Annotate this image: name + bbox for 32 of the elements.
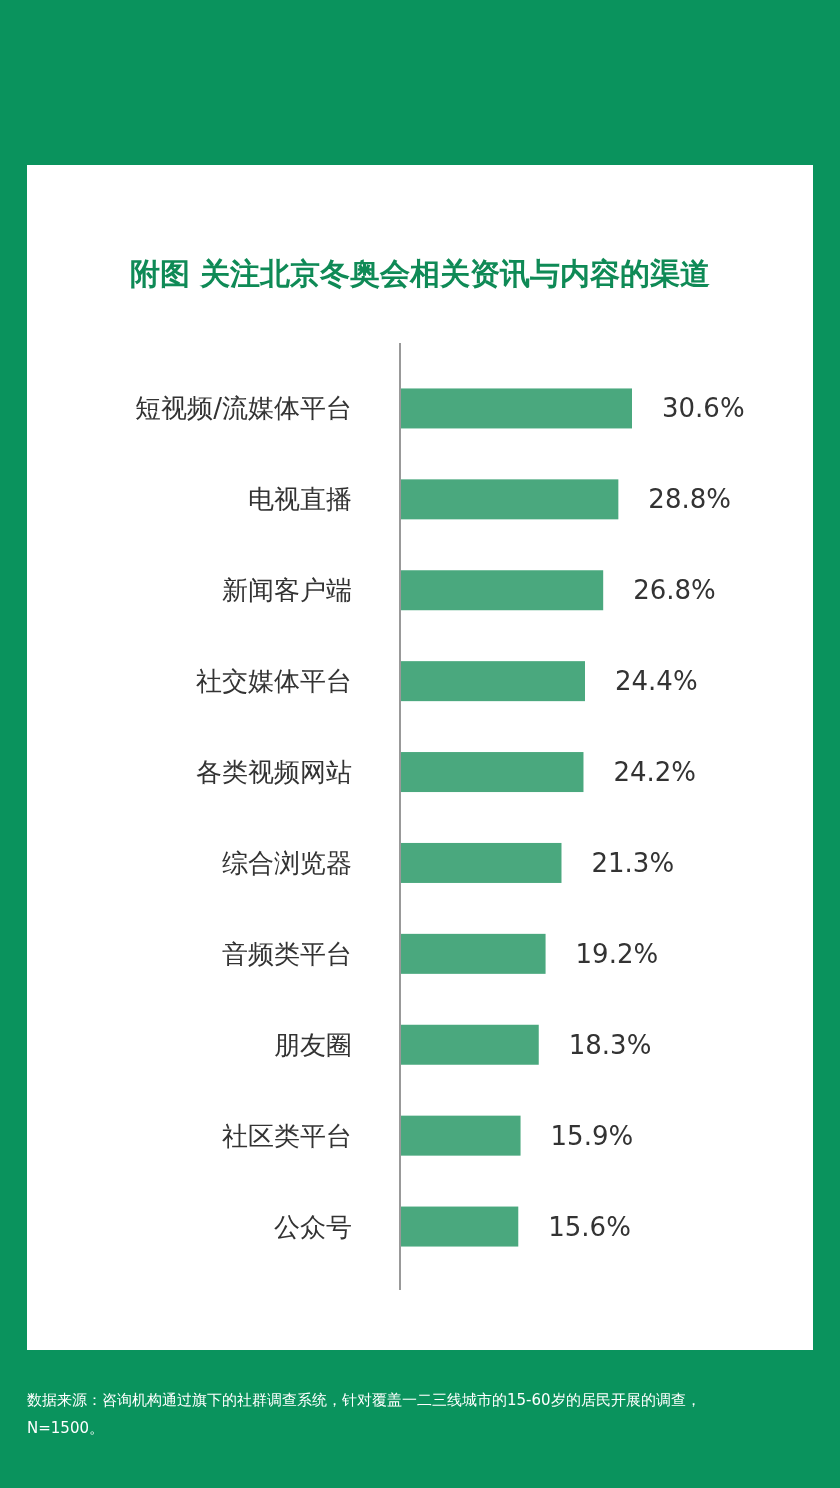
bar xyxy=(400,1024,539,1065)
data-label: 28.8% xyxy=(648,484,731,515)
data-label: 15.9% xyxy=(550,1120,634,1151)
bar xyxy=(400,933,546,974)
bar xyxy=(400,1206,519,1247)
y-tick-label: 新闻客户端 xyxy=(222,575,352,606)
bar xyxy=(400,479,619,520)
y-tick-label: 综合浏览器 xyxy=(222,847,352,878)
bar xyxy=(400,1115,521,1156)
data-label: 24.4% xyxy=(614,666,698,697)
data-label: 26.8% xyxy=(633,575,716,606)
y-tick-label: 音频类平台 xyxy=(222,938,352,969)
y-tick-label: 朋友圈 xyxy=(274,1029,352,1060)
data-label: 24.2% xyxy=(613,757,697,788)
y-tick-label: 公众号 xyxy=(274,1211,352,1242)
data-label: 18.3% xyxy=(568,1029,652,1060)
data-label: 19.2% xyxy=(575,938,659,969)
source-note: 数据来源：咨询机构通过旗下的社群调查系统，针对覆盖一二三线城市的15-60岁的居民开展的调查，N=1500。 xyxy=(27,1391,701,1437)
y-tick-label: 社交媒体平台 xyxy=(196,666,352,697)
bar xyxy=(400,570,604,611)
data-label: 30.6% xyxy=(662,393,745,424)
bar xyxy=(400,388,632,429)
bar xyxy=(400,752,584,793)
bar xyxy=(400,842,562,883)
y-tick-label: 社区类平台 xyxy=(222,1120,352,1151)
y-tick-label: 电视直播 xyxy=(248,484,352,515)
y-tick-label: 各类视频网站 xyxy=(196,757,352,788)
chart-title: 附图 关注北京冬奥会相关资讯与内容的渠道 xyxy=(129,256,711,291)
y-tick-label: 短视频/流媒体平台 xyxy=(135,393,352,424)
data-label: 21.3% xyxy=(591,847,675,878)
data-label: 15.6% xyxy=(548,1211,631,1242)
bar xyxy=(400,661,585,702)
